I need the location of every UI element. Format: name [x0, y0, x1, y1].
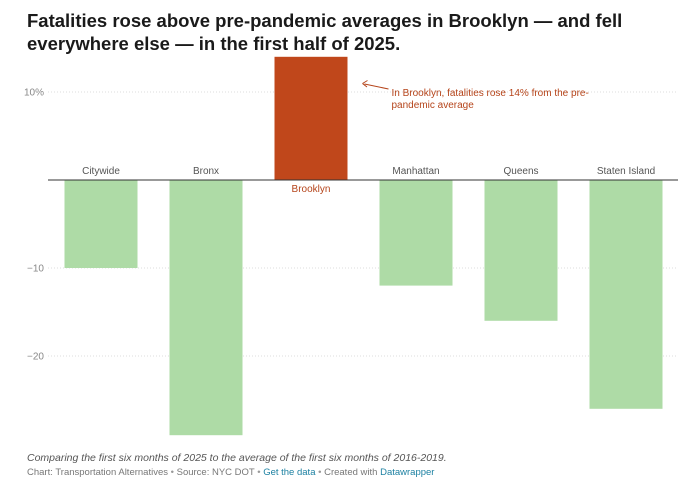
chart-description: Comparing the first six months of 2025 t… — [27, 452, 447, 464]
category-label: Bronx — [193, 166, 219, 177]
footer-separator: • — [318, 467, 325, 478]
y-tick-label: −20 — [27, 352, 44, 363]
annotation-text: In Brooklyn, fatalities rose 14% from th… — [392, 88, 589, 99]
category-label: Manhattan — [392, 166, 439, 177]
footer-separator: • — [257, 467, 264, 478]
created-with-text: Created with — [324, 467, 378, 478]
category-label: Staten Island — [597, 166, 655, 177]
bar-bronx — [169, 180, 243, 436]
category-label: Citywide — [82, 166, 120, 177]
bar-manhattan — [379, 180, 453, 286]
category-label: Brooklyn — [292, 184, 331, 195]
bar-queens — [484, 180, 558, 321]
y-tick-label: −10 — [27, 264, 44, 275]
bar-staten-island — [589, 180, 663, 409]
get-the-data-link[interactable]: Get the data — [263, 467, 316, 478]
bar-brooklyn — [274, 56, 348, 180]
chart-title: Fatalities rose above pre-pandemic avera… — [27, 10, 623, 54]
source-text: Source: NYC DOT — [176, 467, 255, 478]
datawrapper-link[interactable]: Datawrapper — [380, 467, 435, 478]
annotation-text: pandemic average — [392, 100, 475, 111]
y-tick-label: 10% — [24, 88, 44, 99]
chart-credit: Chart: Transportation Alternatives — [27, 467, 168, 478]
annotation-arrow — [364, 83, 389, 90]
category-label: Queens — [503, 166, 538, 177]
annotation-arrowhead — [362, 80, 368, 88]
bar-chart: 10% −10 −20 Citywide Bronx Brooklyn Manhattan Q… — [24, 56, 678, 436]
chart-footer: Chart: Transportation Alternatives • Sou… — [27, 467, 434, 478]
bar-citywide — [64, 180, 138, 268]
footer-separator: • — [170, 467, 177, 478]
